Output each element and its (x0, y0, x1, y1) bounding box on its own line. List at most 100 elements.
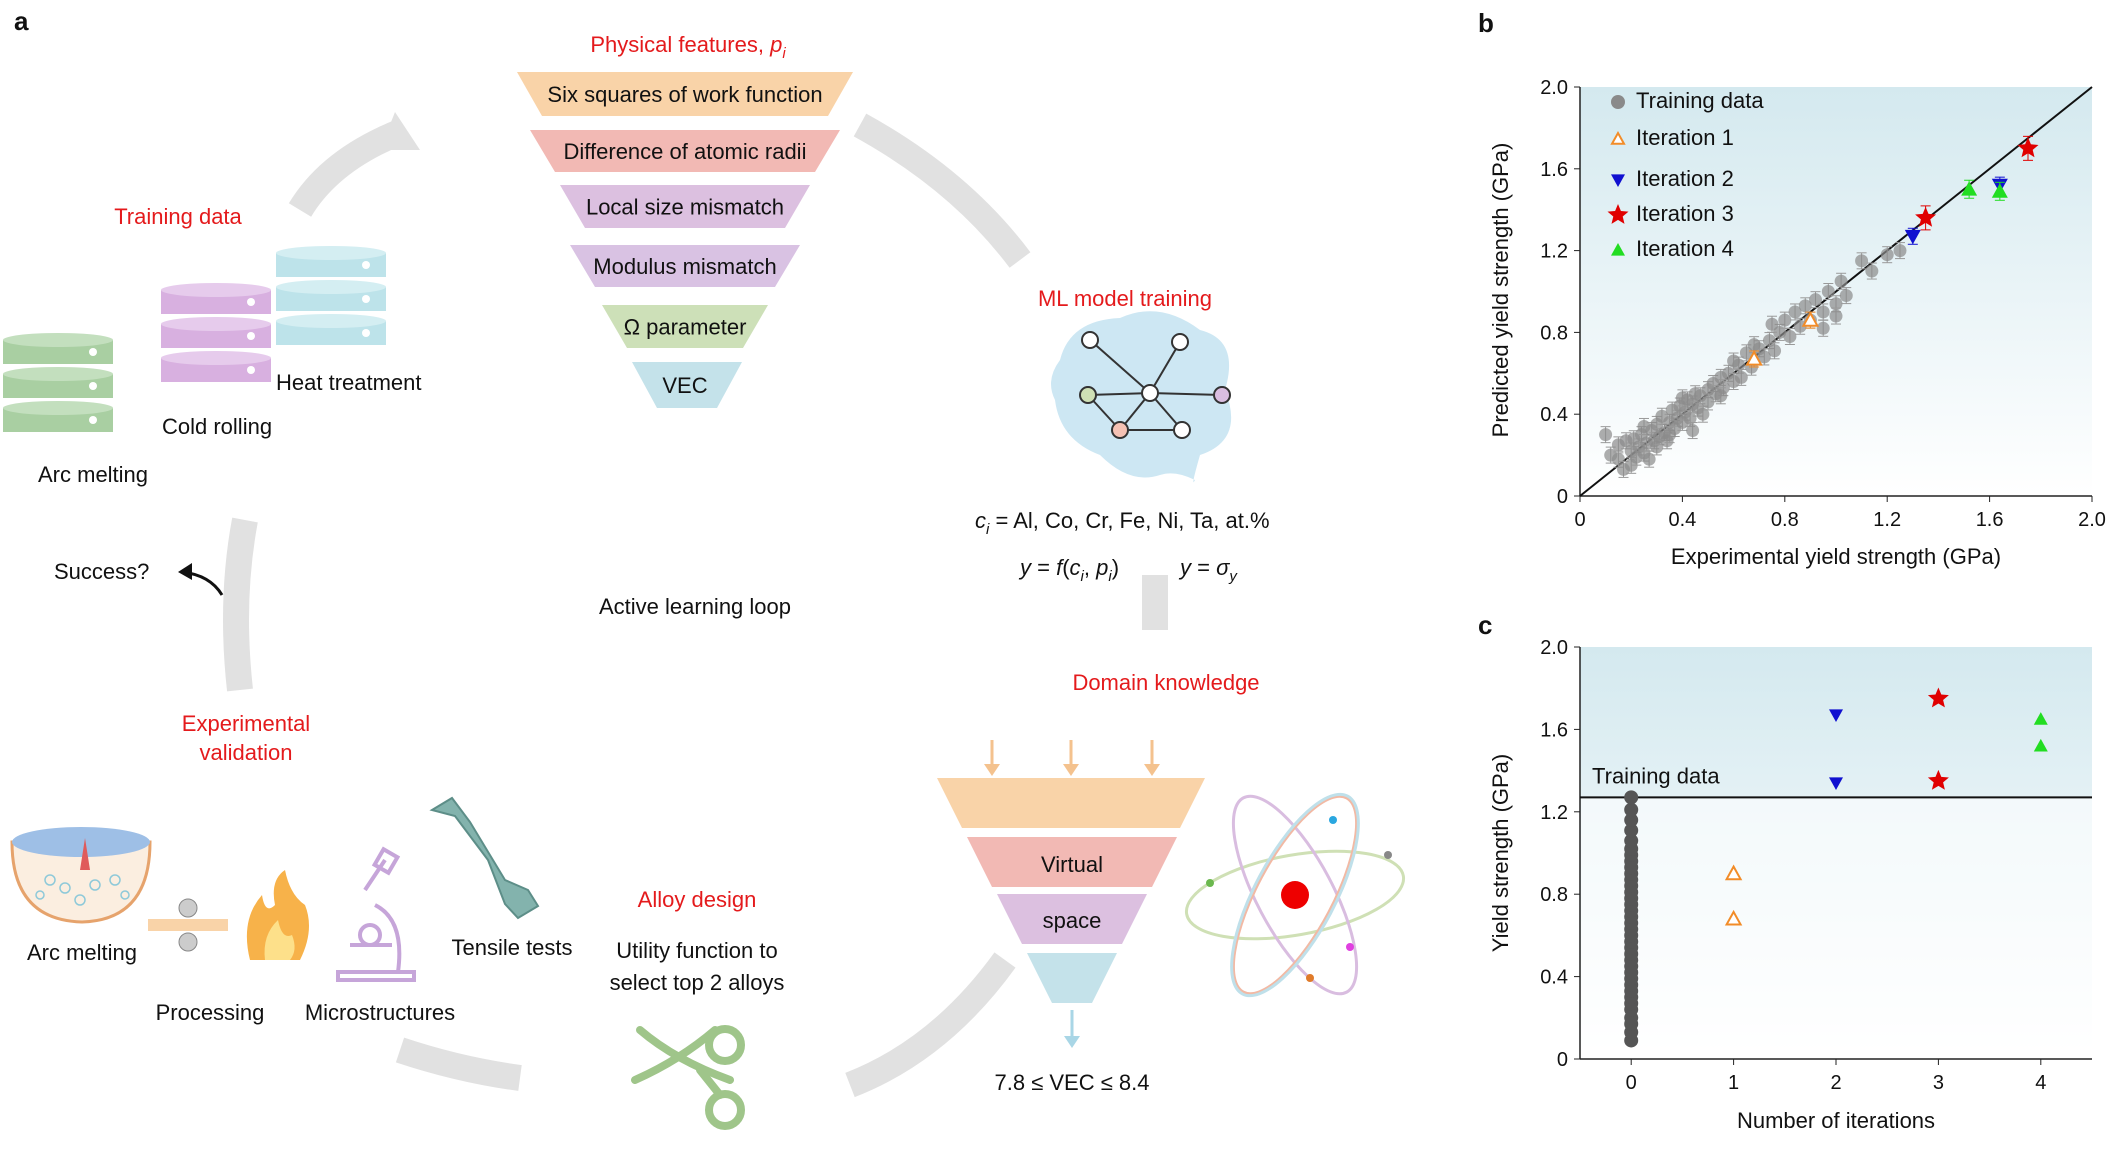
panel-b-y-tick-label: 0 (1557, 486, 1568, 508)
panel-b-y-tick-label: 2.0 (1540, 77, 1568, 99)
feature-funnel: Six squares of work function Difference o… (517, 72, 853, 408)
training-point (1788, 305, 1802, 319)
drum-dot (247, 298, 255, 306)
training-point (1855, 254, 1869, 268)
experimental-validation-title-2: validation (200, 740, 293, 765)
success-label: Success? (54, 559, 149, 584)
training-point (1624, 833, 1639, 848)
training-point (1834, 274, 1848, 288)
training-point (1765, 317, 1779, 331)
utility-line-2: select top 2 alloys (610, 970, 785, 995)
panel-b-y-tick-label: 0.8 (1540, 322, 1568, 344)
arc-melting-label-bottom: Arc melting (27, 940, 137, 965)
training-point (1727, 354, 1741, 368)
feature-label: Ω parameter (624, 315, 747, 340)
panel-b-x-tick-label: 0.8 (1771, 509, 1799, 531)
training-point (1624, 802, 1639, 817)
feature-label: Local size mismatch (586, 195, 784, 220)
feature-label: Difference of atomic radii (564, 139, 807, 164)
panel-c-y-tick-label: 1.6 (1540, 719, 1568, 741)
panel-c-below-threshold (1581, 797, 2092, 1058)
panel-b-ylabel: Predicted yield strength (GPa) (1488, 143, 1513, 438)
drum-dot (362, 329, 370, 337)
panel-b-legend: Training data Iteration 1 Iteration 2 Itera… (1607, 88, 1764, 261)
training-point (1757, 350, 1771, 364)
brain-network-icon (1051, 311, 1232, 483)
loop-label: Active learning loop (599, 594, 791, 619)
drum-dot (89, 348, 97, 356)
atom-icon (1184, 792, 1406, 998)
training-point (1778, 313, 1792, 327)
panel-c-y-tick-label: 0.4 (1540, 967, 1568, 989)
training-point (1642, 452, 1656, 466)
cold-rolling-label: Cold rolling (162, 414, 272, 439)
composition-text: ci = Al, Co, Cr, Fe, Ni, Ta, at.% (975, 508, 1270, 538)
loop-arrowheads (380, 112, 1167, 600)
panel-c-x-tick-label: 0 (1626, 1072, 1637, 1094)
panel-b-x-tick-label: 0.4 (1668, 509, 1696, 531)
heat-treatment-label: Heat treatment (276, 370, 422, 395)
training-point (1880, 248, 1894, 262)
training-point (1747, 338, 1761, 352)
domain-knowledge-title: Domain knowledge (1072, 670, 1259, 695)
panel-a-label: a (14, 6, 29, 36)
feature-band (570, 245, 800, 287)
panel-c-y-tick-label: 0 (1557, 1049, 1568, 1071)
training-point (1783, 329, 1797, 343)
panel-c-y-tick-label: 1.2 (1540, 802, 1568, 824)
flame-icon (246, 870, 309, 960)
panel-c: c 0 1 2 3 4 0 0.4 0.8 1.2 1.6 2.0 Training data Nu… (1478, 610, 2092, 1133)
drum-top (3, 333, 113, 347)
tensile-tests-label: Tensile tests (451, 935, 572, 960)
legend-marker-iteration-4 (1611, 243, 1625, 256)
training-point (1696, 407, 1710, 421)
training-data-drums (3, 246, 386, 432)
experimental-validation-title-1: Experimental (182, 711, 310, 736)
drum-top (161, 283, 271, 297)
legend-marker-iteration-2 (1611, 174, 1625, 187)
panel-c-y-tick-label: 2.0 (1540, 637, 1568, 659)
iteration-2-point (1829, 709, 1843, 722)
training-point (1773, 325, 1787, 339)
virtual-space-funnel (937, 778, 1205, 1048)
scissors-icon (631, 1025, 745, 1130)
training-point (1839, 289, 1853, 303)
iteration-1-point (1745, 349, 1763, 366)
domain-arrows (984, 740, 1160, 776)
panel-c-marks: Training data (1580, 687, 2092, 1058)
rolling-icon (148, 898, 228, 952)
iteration-2-point (1904, 229, 1921, 245)
training-point (1686, 424, 1700, 438)
iteration-1-point (1724, 909, 1743, 926)
drum-top (276, 280, 386, 294)
panel-b-y-tick-label: 0.4 (1540, 404, 1568, 426)
iteration-1-point (1801, 311, 1820, 327)
drum-top (3, 367, 113, 381)
training-point (1762, 334, 1776, 348)
panel-c-x-tick-label: 4 (2035, 1072, 2046, 1094)
panel-c-threshold-label: Training data (1592, 763, 1720, 788)
drum-dot (89, 416, 97, 424)
panel-c-x-tick-label: 3 (1933, 1072, 1944, 1094)
training-point (1734, 370, 1748, 384)
panel-c-x-tick-label: 2 (1830, 1072, 1841, 1094)
training-point (1816, 305, 1830, 319)
drum-dot (89, 382, 97, 390)
arc-melting-label-top: Arc melting (38, 462, 148, 487)
success-arrowhead-icon (178, 563, 192, 580)
drum-top (161, 317, 271, 331)
iteration-4-point (1961, 181, 1978, 196)
microscope-icon (336, 846, 416, 982)
training-point (1829, 297, 1843, 311)
panel-c-xlabel: Number of iterations (1737, 1108, 1935, 1133)
vec-constraint: 7.8 ≤ VEC ≤ 8.4 (995, 1070, 1150, 1095)
training-point (1739, 346, 1753, 360)
legend-marker-iteration-3 (1607, 204, 1629, 224)
feature-band (560, 185, 810, 228)
training-point (1821, 285, 1835, 298)
iteration-4-point (1991, 183, 2008, 198)
training-point (1683, 411, 1697, 425)
training-point (1829, 309, 1843, 323)
drum-top (276, 314, 386, 328)
iteration-4-point (2033, 738, 2048, 752)
